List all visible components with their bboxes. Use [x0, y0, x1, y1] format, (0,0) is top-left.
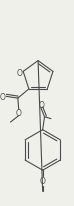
Text: O: O [40, 176, 46, 185]
Text: O: O [39, 101, 45, 110]
Text: O: O [16, 109, 22, 118]
Text: O: O [17, 68, 22, 77]
Text: O: O [0, 92, 5, 101]
